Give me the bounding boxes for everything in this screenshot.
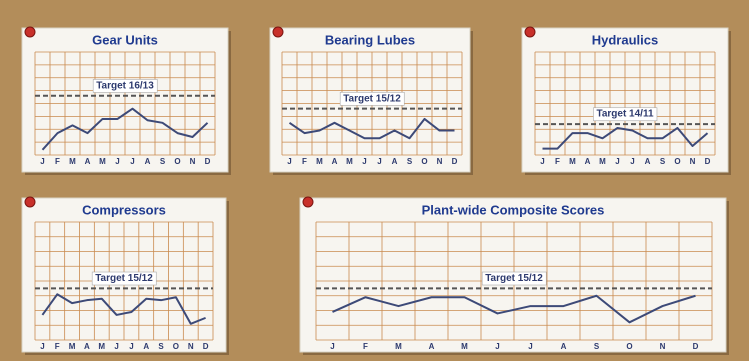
x-tick-label: A — [392, 157, 398, 166]
x-tick-label: J — [330, 342, 334, 351]
x-tick-label: M — [69, 157, 76, 166]
pin — [25, 197, 35, 207]
x-tick-label: S — [594, 342, 600, 351]
x-tick-label: J — [630, 157, 634, 166]
x-tick-label: D — [452, 157, 458, 166]
x-tick-label: M — [569, 157, 576, 166]
x-tick-label: A — [585, 157, 591, 166]
chart-title: Gear Units — [92, 32, 158, 47]
x-tick-label: D — [693, 342, 699, 351]
x-tick-label: J — [540, 157, 544, 166]
x-tick-label: D — [705, 157, 711, 166]
x-tick-label: S — [160, 157, 166, 166]
x-tick-label: N — [690, 157, 696, 166]
x-tick-label: J — [615, 157, 619, 166]
target-label: Target 14/11 — [596, 109, 654, 120]
pin — [525, 27, 535, 37]
x-tick-label: N — [190, 157, 196, 166]
x-tick-label: O — [626, 342, 632, 351]
x-tick-label: M — [599, 157, 606, 166]
x-tick-label: S — [660, 157, 666, 166]
x-tick-label: M — [346, 157, 353, 166]
x-tick-label: F — [555, 157, 560, 166]
x-tick-label: M — [461, 342, 468, 351]
x-tick-label: J — [114, 342, 118, 351]
x-tick-label: J — [40, 157, 44, 166]
x-tick-label: N — [437, 157, 443, 166]
chart-title: Plant-wide Composite Scores — [422, 202, 605, 217]
x-tick-label: M — [99, 157, 106, 166]
x-tick-label: A — [84, 342, 90, 351]
x-tick-label: F — [363, 342, 368, 351]
x-tick-label: F — [55, 342, 60, 351]
x-tick-label: A — [561, 342, 567, 351]
x-tick-label: J — [115, 157, 119, 166]
x-tick-label: J — [40, 342, 44, 351]
x-tick-label: A — [143, 342, 149, 351]
x-tick-label: J — [528, 342, 532, 351]
target-label: Target 15/12 — [95, 273, 153, 284]
target-label: Target 16/13 — [96, 80, 154, 91]
x-tick-label: J — [362, 157, 366, 166]
x-tick-label: J — [129, 342, 133, 351]
target-label: Target 15/12 — [485, 273, 543, 284]
x-tick-label: O — [674, 157, 680, 166]
x-tick-label: A — [645, 157, 651, 166]
x-tick-label: N — [660, 342, 666, 351]
chart-title: Bearing Lubes — [325, 32, 415, 47]
x-tick-label: O — [173, 342, 179, 351]
x-tick-label: M — [69, 342, 76, 351]
x-tick-label: A — [332, 157, 338, 166]
x-tick-label: O — [174, 157, 180, 166]
x-tick-label: A — [429, 342, 435, 351]
x-tick-label: F — [55, 157, 60, 166]
x-tick-label: S — [407, 157, 413, 166]
x-tick-label: D — [203, 342, 209, 351]
x-tick-label: N — [188, 342, 194, 351]
x-tick-label: O — [421, 157, 427, 166]
x-tick-label: J — [130, 157, 134, 166]
x-tick-label: J — [287, 157, 291, 166]
x-tick-label: A — [85, 157, 91, 166]
x-tick-label: M — [98, 342, 105, 351]
chart-title: Hydraulics — [592, 32, 658, 47]
x-tick-label: D — [205, 157, 211, 166]
chart-title: Compressors — [82, 202, 166, 217]
x-tick-label: M — [316, 157, 323, 166]
x-tick-label: M — [395, 342, 402, 351]
x-tick-label: J — [377, 157, 381, 166]
x-tick-label: S — [158, 342, 164, 351]
pin — [273, 27, 283, 37]
x-tick-label: A — [145, 157, 151, 166]
target-label: Target 15/12 — [343, 93, 401, 104]
corkboard: Gear UnitsJFMAMJJASONDTarget 16/13Bearin… — [0, 0, 749, 361]
x-tick-label: J — [495, 342, 499, 351]
pin — [303, 197, 313, 207]
pin — [25, 27, 35, 37]
x-tick-label: F — [302, 157, 307, 166]
